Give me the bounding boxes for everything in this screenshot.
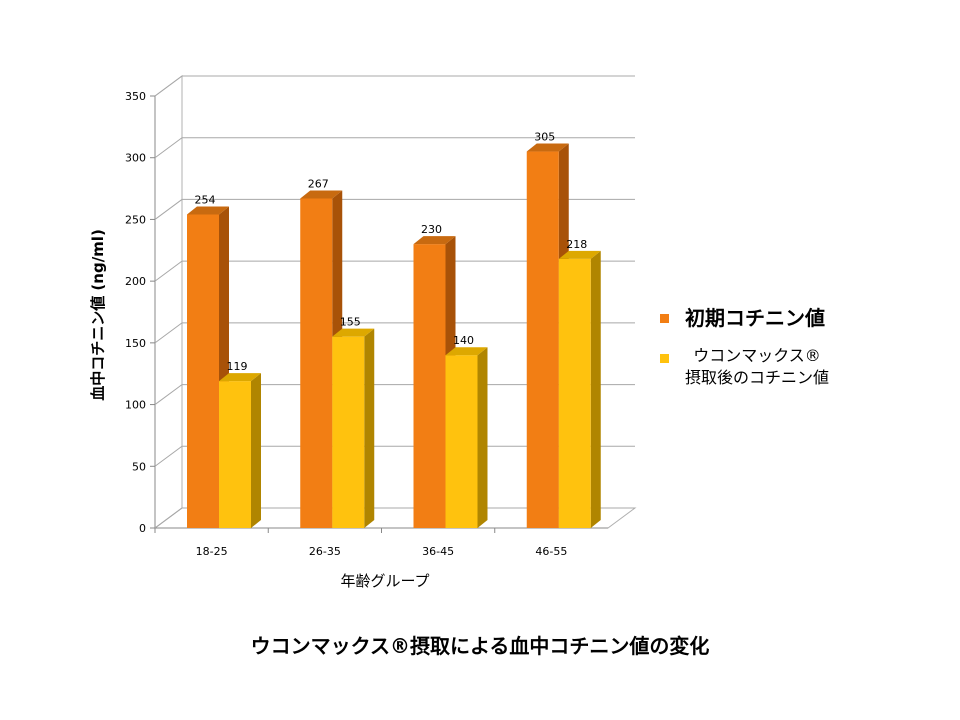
y-tick-label: 350: [125, 90, 146, 103]
data-label: 140: [453, 334, 474, 347]
bar: [558, 250, 601, 528]
x-tick-label: 36-45: [422, 545, 454, 558]
data-label: 230: [421, 223, 442, 236]
bar-top: [300, 190, 343, 199]
legend-label-after-line2: 摂取後のコチニン値: [685, 368, 830, 387]
bar-top: [219, 373, 261, 382]
y-tick-label: 0: [139, 522, 146, 535]
bar-front: [187, 214, 219, 528]
bar-front: [413, 244, 446, 528]
y-tick-label: 300: [125, 152, 146, 165]
bar: [332, 328, 375, 528]
gridline: [154, 260, 635, 282]
x-tick-label: 18-25: [196, 545, 228, 558]
data-label: 254: [195, 193, 216, 206]
y-tick-label: 50: [132, 460, 146, 473]
gridline: [154, 75, 635, 97]
y-tick-label: 100: [125, 399, 146, 412]
y-tick-label: 200: [125, 275, 146, 288]
gridlines: [154, 75, 635, 529]
x-axis-label: 年齢グループ: [340, 572, 429, 590]
bar-front: [219, 381, 251, 528]
data-label: 305: [534, 131, 555, 144]
y-tick-label: 250: [125, 213, 146, 226]
bar-side: [251, 373, 261, 528]
bars: 254 119 267 155 230 140 305 218: [187, 131, 601, 529]
bar-top: [558, 250, 601, 259]
gridline: [154, 322, 635, 344]
legend-swatch-after: [660, 354, 669, 363]
legend-label-initial: 初期コチニン値: [685, 306, 825, 330]
bar-front: [300, 198, 333, 528]
bar-top: [526, 143, 569, 152]
data-label: 119: [227, 360, 248, 373]
x-axis-ticks: 18-25 26-35 36-45 46-55: [154, 528, 567, 558]
chart-title: ウコンマックス®摂取による血中コチニン値の変化: [250, 634, 710, 658]
data-label: 218: [566, 238, 587, 251]
left-wall: [154, 75, 183, 529]
bar: [219, 373, 261, 528]
bar-side: [590, 250, 601, 528]
bar-top: [413, 236, 456, 245]
legend: 初期コチニン値 ウコンマックス® 摂取後のコチニン値: [660, 305, 920, 403]
bar: [445, 347, 488, 528]
bar-side: [477, 347, 488, 528]
bar-top: [445, 347, 488, 356]
legend-item-initial: 初期コチニン値: [660, 305, 920, 331]
gridline: [154, 137, 635, 159]
legend-item-after: ウコンマックス® 摂取後のコチニン値: [660, 345, 920, 389]
bar-top: [332, 328, 375, 337]
x-tick-label: 46-55: [535, 545, 567, 558]
legend-label-after-line1: ウコンマックス®: [693, 346, 821, 365]
x-tick-label: 26-35: [309, 545, 341, 558]
bar-front: [445, 355, 478, 528]
bar-front: [526, 151, 559, 529]
y-axis-ticks: 0 50 100 150 200 250 300 350: [125, 90, 155, 535]
legend-swatch-initial: [660, 314, 669, 323]
data-label: 155: [340, 316, 361, 329]
gridline: [154, 198, 635, 220]
y-tick-label: 150: [125, 337, 146, 350]
bar-front: [558, 258, 591, 528]
bar-top: [187, 206, 229, 215]
data-label: 267: [308, 177, 329, 190]
bar-side: [364, 328, 375, 528]
legend-label-after: ウコンマックス® 摂取後のコチニン値: [685, 345, 829, 389]
y-axis-label: 血中コチニン値 (ng/ml): [89, 229, 107, 401]
bar-front: [332, 336, 365, 528]
